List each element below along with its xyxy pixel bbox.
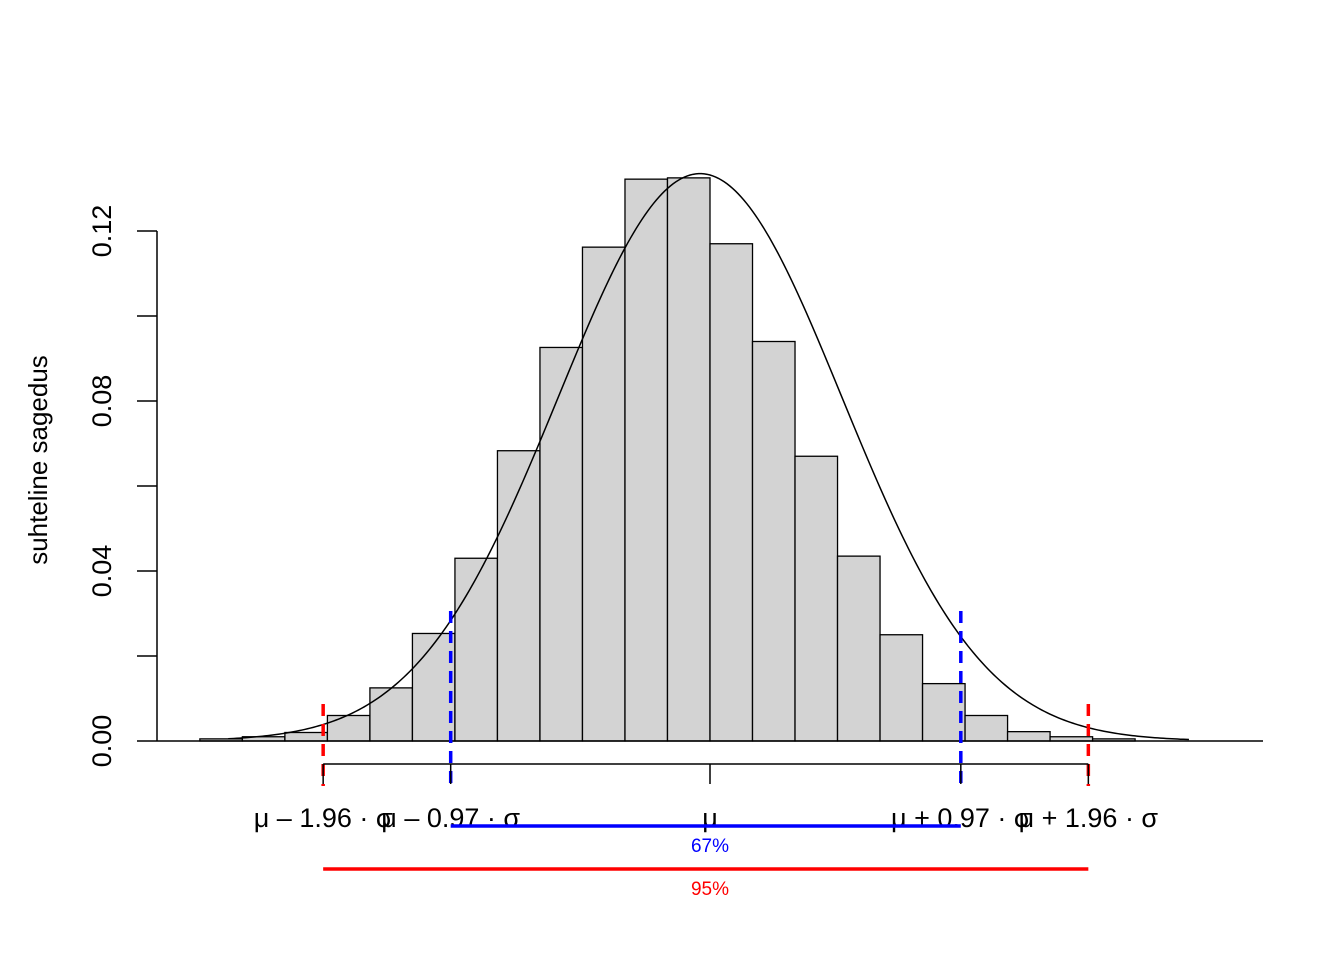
histogram-bar — [879, 634, 924, 742]
intervals-layer: 67% 95% — [323, 824, 1089, 900]
x-tick-label: μ – 1.96 · σ — [254, 803, 393, 833]
histogram-bar — [454, 557, 499, 742]
histogram-bar — [836, 555, 881, 742]
y-tick-label: 0.00 — [87, 715, 117, 768]
x-tick-label: μ – 0.97 · σ — [381, 803, 520, 833]
histogram-bar — [411, 632, 456, 742]
histogram-bar — [921, 682, 966, 742]
histogram-bar — [326, 714, 371, 742]
histogram-bar — [751, 340, 796, 742]
histogram-bar — [709, 243, 754, 742]
bars-layer — [157, 177, 1263, 742]
x-axis: μ – 1.96 · σμ – 0.97 · σ μ μ + 0.97 · σμ +… — [254, 763, 1159, 833]
x-tick-label: μ + 1.96 · σ — [1019, 803, 1159, 833]
histogram-bar — [1006, 731, 1051, 742]
histogram-bar — [496, 450, 541, 742]
x-tick-label: μ — [702, 803, 718, 833]
histogram-bar — [369, 687, 414, 742]
density-curve-layer — [228, 172, 1189, 741]
histogram-bar — [794, 455, 839, 742]
histogram-bar — [666, 177, 711, 742]
histogram-bar — [581, 246, 626, 742]
histogram-bar — [539, 346, 584, 742]
y-tick-label: 0.12 — [87, 205, 117, 258]
histogram-bar — [624, 178, 669, 742]
density-curve — [228, 172, 1189, 741]
y-tick-label: 0.08 — [87, 375, 117, 428]
interval-label: 95% — [691, 879, 729, 900]
histogram-bar — [284, 731, 329, 742]
histogram-bar — [964, 714, 1009, 742]
y-axis-label: suhteline sagedus — [23, 355, 53, 565]
interval-label: 67% — [691, 836, 729, 857]
x-tick-label: μ + 0.97 · σ — [891, 803, 1031, 833]
y-axis: 0.00 0.04 0.08 0.12 — [87, 205, 158, 768]
y-tick-label: 0.04 — [87, 545, 117, 598]
